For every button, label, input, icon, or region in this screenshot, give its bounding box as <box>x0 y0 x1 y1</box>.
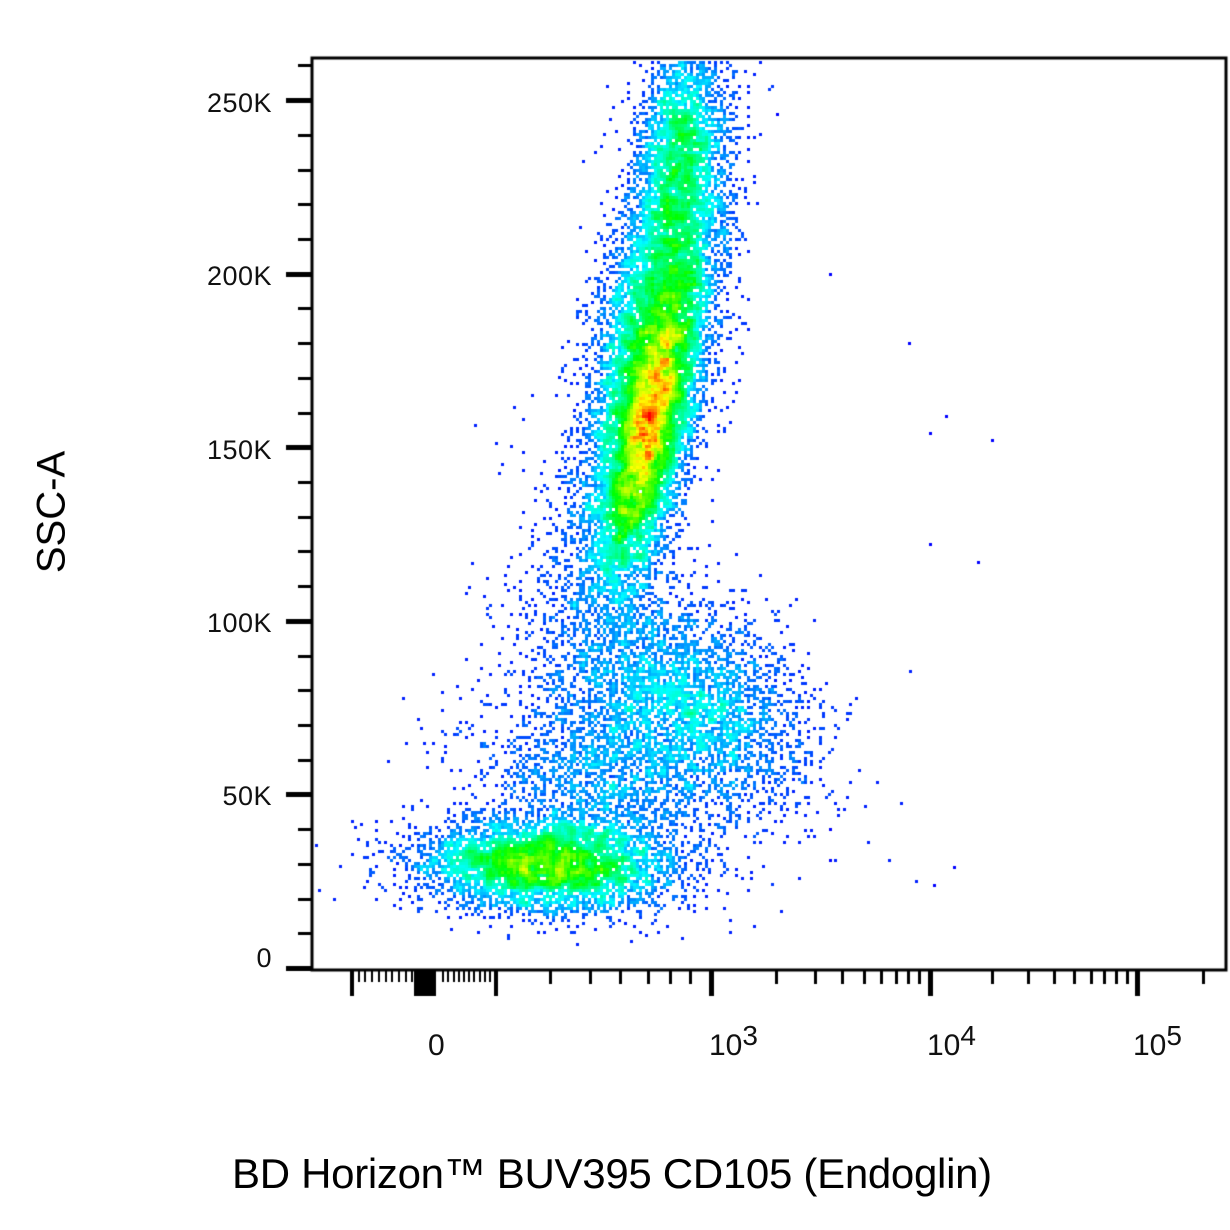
xtick-exponent: 4 <box>960 1020 976 1051</box>
ytick-label-250k: 250K <box>206 88 272 118</box>
ytick-label-50k: 50K <box>222 781 272 811</box>
xtick-label-10e4: 104 <box>927 1020 976 1062</box>
xtick-label-0: 0 <box>428 1030 445 1062</box>
xtick-label-10e3: 103 <box>709 1020 758 1062</box>
xtick-base: 10 <box>1133 1029 1167 1062</box>
x-axis-label: BD Horizon™ BUV395 CD105 (Endoglin) <box>232 1150 992 1197</box>
ytick-label-150k: 150K <box>206 435 272 465</box>
y-axis-label: SSC-A <box>29 450 74 574</box>
xtick-base: 10 <box>709 1029 743 1062</box>
ytick-label-200k: 200K <box>206 261 272 291</box>
xtick-exponent: 3 <box>742 1020 758 1051</box>
ytick-label-100k: 100K <box>206 608 272 638</box>
xtick-label-10e5: 105 <box>1133 1020 1182 1062</box>
xtick-exponent: 5 <box>1166 1020 1182 1051</box>
ytick-label-0: 0 <box>256 943 272 973</box>
xtick-base: 10 <box>927 1029 961 1062</box>
xtick-base: 0 <box>428 1029 445 1062</box>
